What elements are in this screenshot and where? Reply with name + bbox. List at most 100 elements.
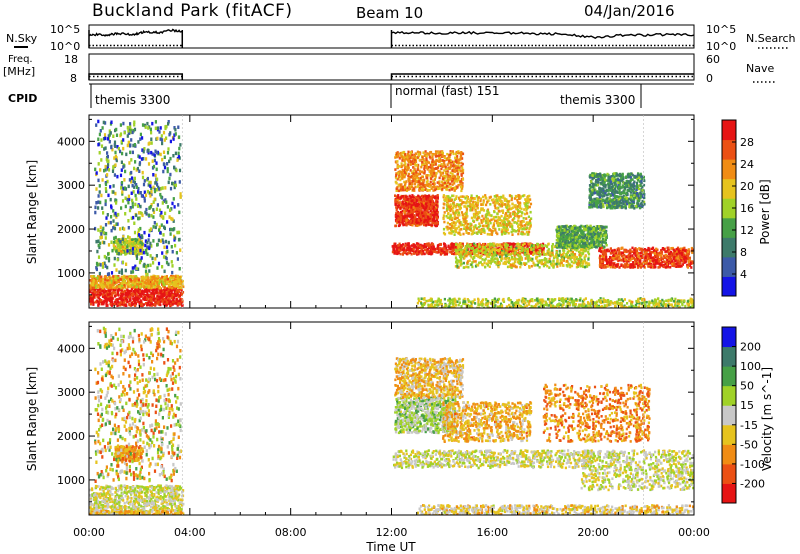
data-cell bbox=[426, 184, 429, 187]
data-cell bbox=[513, 217, 516, 220]
data-cell bbox=[498, 203, 501, 206]
data-cell bbox=[446, 228, 449, 231]
data-cell bbox=[506, 208, 509, 212]
data-cell bbox=[460, 151, 463, 154]
data-cell bbox=[109, 197, 112, 202]
data-cell bbox=[448, 199, 451, 203]
data-cell bbox=[97, 255, 101, 259]
data-cell bbox=[141, 292, 144, 296]
data-cell bbox=[127, 140, 130, 145]
data-cell bbox=[392, 244, 395, 248]
data-cell bbox=[526, 202, 529, 205]
data-cell bbox=[117, 300, 120, 304]
data-cell bbox=[166, 280, 169, 284]
data-cell bbox=[168, 159, 171, 164]
data-cell bbox=[423, 248, 426, 252]
data-cell bbox=[152, 185, 155, 190]
data-cell bbox=[174, 293, 177, 296]
data-cell bbox=[424, 221, 427, 224]
data-cell bbox=[140, 256, 143, 260]
data-cell bbox=[502, 194, 505, 198]
data-cell bbox=[431, 202, 434, 206]
data-cell bbox=[426, 174, 429, 177]
data-cell bbox=[414, 250, 418, 253]
data-cell bbox=[165, 256, 168, 261]
data-cell bbox=[122, 298, 125, 302]
data-cell bbox=[398, 170, 401, 173]
data-cell bbox=[455, 227, 459, 230]
data-cell bbox=[106, 165, 109, 169]
data-cell bbox=[446, 201, 449, 204]
data-cell bbox=[514, 243, 517, 246]
data-cell bbox=[411, 219, 414, 223]
data-cell bbox=[117, 238, 120, 242]
data-cell bbox=[149, 127, 152, 132]
data-cell bbox=[104, 182, 108, 187]
data-cell bbox=[400, 183, 403, 186]
data-cell bbox=[130, 301, 134, 305]
data-cell bbox=[158, 187, 161, 191]
data-cell bbox=[526, 244, 529, 248]
data-cell bbox=[91, 292, 94, 295]
data-cell bbox=[112, 279, 115, 282]
data-cell bbox=[154, 181, 157, 185]
data-cell bbox=[156, 126, 160, 130]
data-cell bbox=[104, 121, 107, 125]
data-cell bbox=[454, 223, 457, 227]
data-cell bbox=[434, 167, 438, 170]
data-cell bbox=[129, 122, 132, 126]
data-cell bbox=[447, 244, 450, 248]
data-cell bbox=[430, 248, 433, 252]
data-cell bbox=[152, 288, 155, 292]
data-cell bbox=[484, 194, 487, 197]
data-cell bbox=[120, 240, 123, 243]
data-cell bbox=[173, 282, 176, 286]
data-cell bbox=[163, 225, 166, 229]
data-cell bbox=[428, 252, 431, 255]
data-cell bbox=[180, 292, 184, 295]
data-cell bbox=[404, 208, 407, 211]
data-cell bbox=[448, 175, 451, 179]
data-cell bbox=[438, 154, 441, 157]
data-cell bbox=[528, 230, 531, 234]
data-cell bbox=[153, 189, 157, 194]
data-cell bbox=[139, 191, 142, 195]
data-cell bbox=[150, 141, 153, 145]
data-cell bbox=[400, 162, 403, 165]
data-cell bbox=[139, 226, 142, 231]
data-cell bbox=[460, 211, 464, 214]
data-cell bbox=[112, 292, 115, 295]
data-cell bbox=[171, 270, 174, 275]
data-cell bbox=[439, 164, 442, 167]
data-cell bbox=[411, 199, 414, 202]
data-cell bbox=[410, 208, 413, 212]
data-cell bbox=[445, 252, 448, 256]
data-cell bbox=[477, 225, 480, 229]
data-cell bbox=[127, 285, 130, 289]
data-cell bbox=[170, 286, 174, 290]
data-cell bbox=[486, 209, 489, 213]
data-cell bbox=[147, 238, 150, 242]
data-cell bbox=[446, 163, 449, 166]
data-cell bbox=[471, 206, 474, 210]
data-cell bbox=[130, 158, 133, 162]
data-cell bbox=[144, 285, 147, 289]
data-cell bbox=[512, 243, 515, 246]
data-cell bbox=[489, 195, 492, 199]
data-cell bbox=[526, 222, 530, 226]
data-cell bbox=[137, 290, 140, 293]
data-cell bbox=[490, 232, 493, 236]
data-cell bbox=[401, 170, 404, 174]
data-cell bbox=[485, 197, 488, 200]
data-cell bbox=[403, 206, 406, 210]
data-cell bbox=[155, 207, 158, 211]
data-cell bbox=[412, 215, 415, 219]
data-cell bbox=[436, 221, 439, 225]
data-cell bbox=[89, 290, 92, 294]
data-cell bbox=[491, 229, 494, 233]
data-cell bbox=[476, 198, 479, 202]
data-cell bbox=[161, 186, 164, 190]
data-cell bbox=[470, 229, 473, 233]
data-cell bbox=[434, 211, 437, 214]
data-cell bbox=[456, 166, 459, 170]
